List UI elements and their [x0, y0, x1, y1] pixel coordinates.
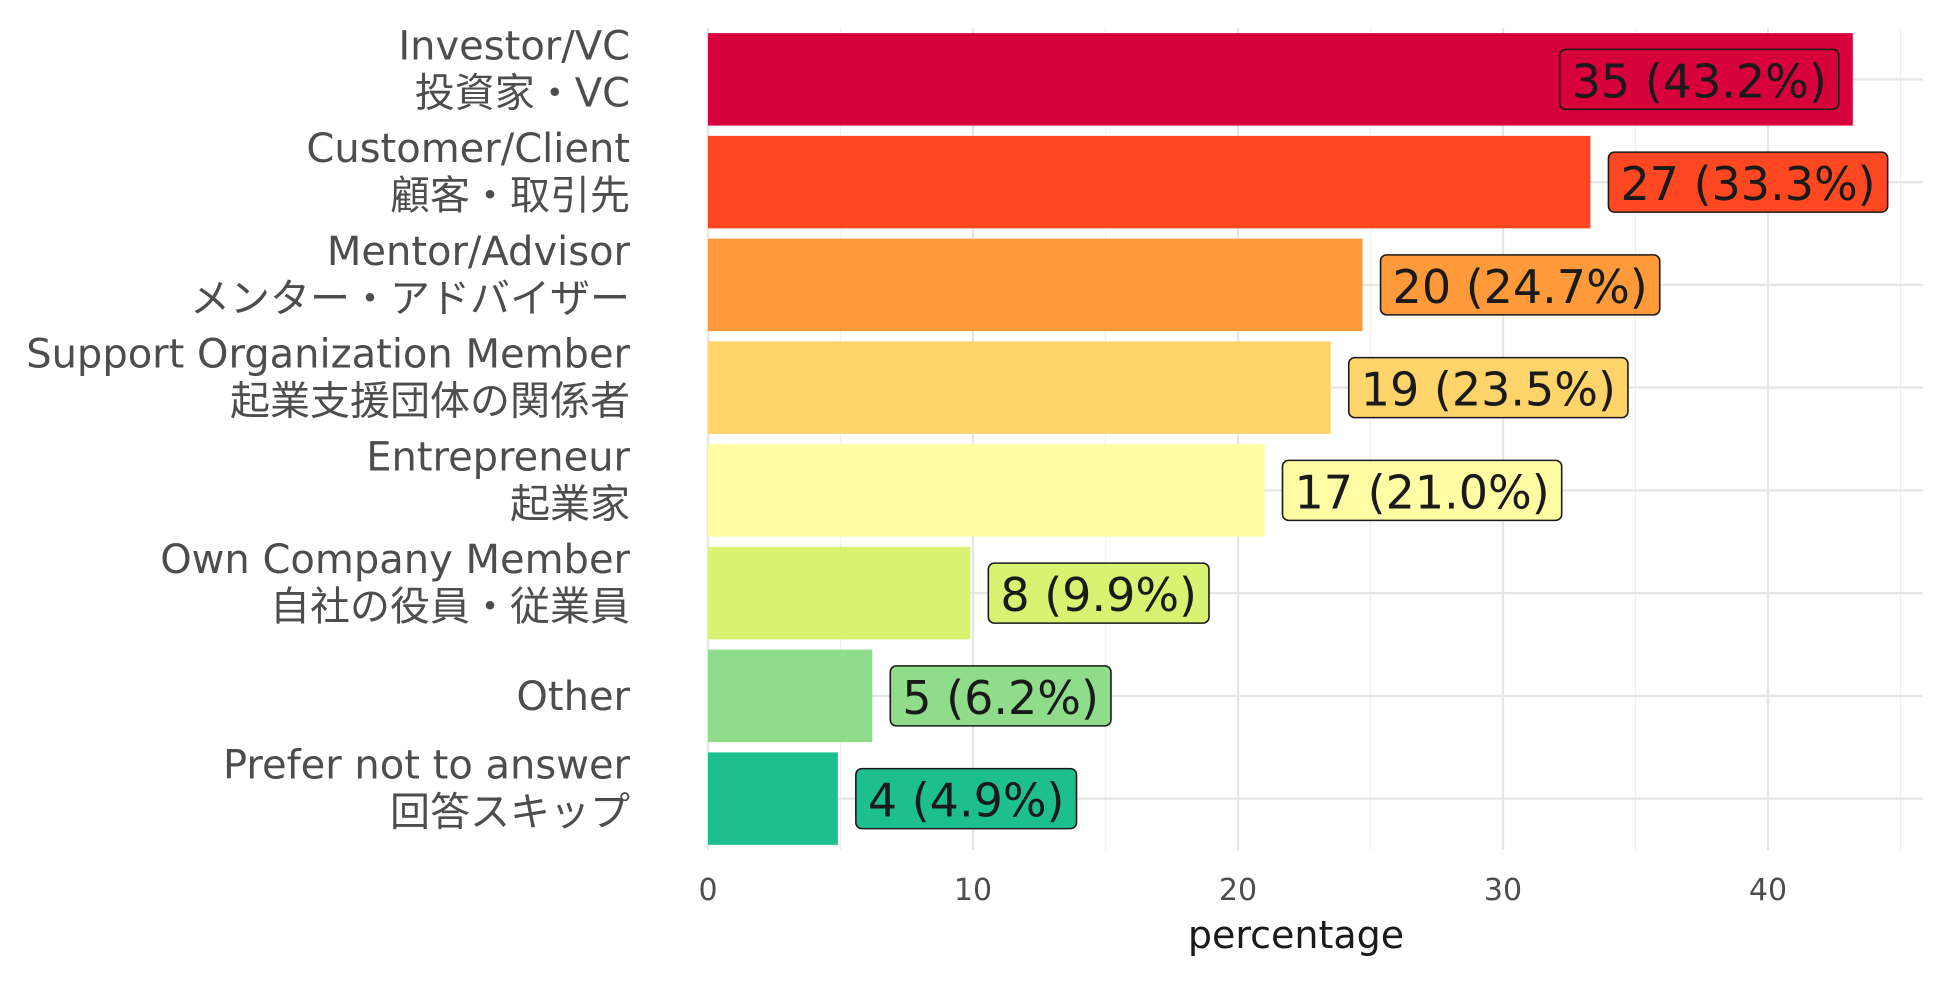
data-label-text: 5 (6.2%) [902, 671, 1099, 725]
data-labels: 35 (43.2%) 27 (33.3%) 20 (24.7%) 19 (23.5%)… [855, 48, 1889, 830]
data-label-box [987, 562, 1210, 624]
x-axis-title: percentage [1188, 913, 1404, 957]
data-label: 4 (4.9%) [855, 767, 1078, 830]
category-label-en: Investor/VC [398, 23, 630, 69]
data-label-text: 35 (43.2%) [1572, 54, 1827, 108]
data-label: 8 (9.9%) [987, 562, 1210, 624]
x-tick-label: 20 [1219, 873, 1257, 908]
x-tick-label: 0 [698, 873, 717, 908]
bar [708, 341, 1331, 434]
x-tick-label: 40 [1749, 873, 1787, 908]
category-label-en: Support Organization Member [26, 332, 630, 378]
data-label: 17 (21.0%) [1281, 459, 1563, 522]
bar [708, 649, 873, 743]
category-label-en: Own Company Member [160, 537, 630, 583]
data-label-text: 4 (4.9%) [868, 774, 1065, 828]
category-label-en: Mentor/Advisor [327, 229, 631, 275]
data-label-box [1558, 48, 1840, 111]
bar [708, 546, 971, 640]
data-label: 5 (6.2%) [889, 665, 1112, 727]
category-label-ja: 起業支援団体の関係者 [230, 379, 630, 425]
bar [708, 135, 1591, 229]
data-label-text: 8 (9.9%) [1000, 568, 1197, 622]
category-label-ja: 投資家・VC [415, 70, 630, 116]
data-label-box [1607, 151, 1889, 213]
x-tick-label: 10 [954, 873, 992, 908]
data-label: 19 (23.5%) [1347, 356, 1629, 419]
category-label-ja: 回答スキップ [390, 790, 630, 836]
bar [708, 752, 838, 845]
data-label-text: 27 (33.3%) [1620, 157, 1875, 211]
category-label-ja: 顧客・取引先 [390, 173, 630, 219]
data-label: 27 (33.3%) [1607, 151, 1889, 213]
data-label-text: 20 (24.7%) [1393, 260, 1648, 314]
x-tick-labels: 0 10 20 30 40 [698, 873, 1787, 908]
bar [708, 238, 1363, 332]
data-label-box [855, 767, 1078, 830]
category-label-en: Other [516, 674, 630, 720]
x-tick-label: 30 [1484, 873, 1522, 908]
data-label-box [889, 665, 1112, 727]
data-label: 35 (43.2%) [1558, 48, 1840, 111]
data-label-box [1347, 356, 1629, 419]
category-label-en: Prefer not to answer [223, 743, 631, 789]
category-label-ja: 起業家 [510, 481, 630, 527]
bar [708, 444, 1265, 537]
category-label-ja: メンター・アドバイザー [190, 276, 630, 322]
category-label-en: Entrepreneur [366, 434, 630, 480]
category-label-en: Customer/Client [306, 126, 630, 172]
data-label-text: 17 (21.0%) [1295, 465, 1550, 519]
category-label-ja: 自社の役員・従業員 [270, 584, 630, 630]
data-label-box [1281, 459, 1563, 522]
bars [708, 33, 1853, 845]
data-label-text: 19 (23.5%) [1361, 363, 1616, 417]
data-label-box [1379, 254, 1661, 316]
data-label: 20 (24.7%) [1379, 254, 1661, 316]
